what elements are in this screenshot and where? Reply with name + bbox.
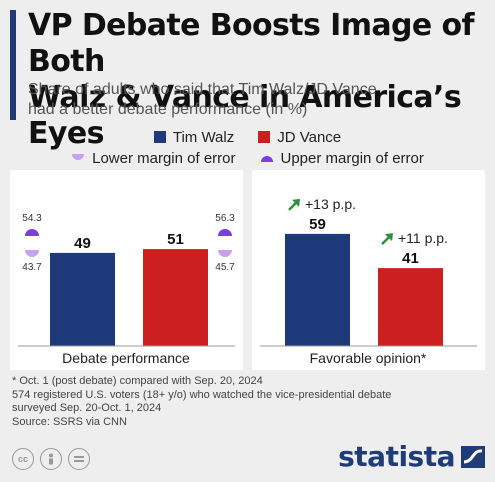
lower-margin-icon <box>72 154 85 160</box>
person-icon[interactable] <box>40 448 62 470</box>
chart-favorable-opinion: 59 +13 p.p. 41 +11 p.p. Favorable opinion* <box>260 196 477 366</box>
footnote-source: Source: SSRS via CNN <box>12 415 127 428</box>
lower-margin-label-vance: 45.7 <box>215 262 235 273</box>
chart-debate-performance: 49 54.3 43.7 51 56.3 45.7 Debate performance <box>18 213 235 366</box>
legend-label-vance: JD Vance <box>277 128 342 146</box>
panel-favorable-opinion: 59 +13 p.p. 41 +11 p.p. Favorable opinion* <box>252 170 485 370</box>
data-label-debate-vance: 51 <box>167 231 184 248</box>
legend-item-upper-margin: Upper margin of error <box>260 150 424 167</box>
subtitle-line-1: Share of adults who said that Tim Walz/J… <box>28 81 377 98</box>
upper-margin-marker-walz <box>25 229 39 236</box>
footnotes: * Oct. 1 (post debate) compared with Sep… <box>12 375 482 429</box>
upper-margin-label-walz: 54.3 <box>22 213 42 224</box>
upper-margin-icon <box>260 156 273 162</box>
page-title: VP Debate Boosts Image of Both Walz & Va… <box>28 8 488 152</box>
change-label-vance: +11 p.p. <box>398 230 448 246</box>
legend-swatch-walz <box>153 131 166 143</box>
statista-wordmark: statista <box>338 440 455 473</box>
change-arrowhead-vance <box>385 233 393 242</box>
legend-margins: Lower margin of error Upper margin of er… <box>0 147 495 169</box>
equals-icon[interactable] <box>68 448 90 470</box>
cc-icon[interactable]: cc <box>12 448 34 470</box>
lower-margin-label-walz: 43.7 <box>22 262 42 273</box>
license-icons: cc <box>12 448 90 470</box>
data-label-favorable-vance: 41 <box>402 250 419 267</box>
bar-debate-vance <box>143 249 208 346</box>
page-subtitle: Share of adults who said that Tim Walz/J… <box>28 80 488 120</box>
lower-margin-marker-walz <box>25 250 39 257</box>
title-accent-bar <box>10 10 16 120</box>
legend-item-walz: Tim Walz <box>153 128 235 146</box>
category-label-favorable: Favorable opinion* <box>310 350 427 366</box>
change-label-walz: +13 p.p. <box>305 196 356 212</box>
upper-margin-label-vance: 56.3 <box>215 213 235 224</box>
subtitle-line-2: had a better debate performance (in %) <box>28 101 308 118</box>
legend-item-vance: JD Vance <box>258 129 341 146</box>
legend-swatch-vance <box>258 131 271 143</box>
legend-label-walz: Tim Walz <box>172 128 235 146</box>
legend-item-lower-margin: Lower margin of error <box>71 149 236 167</box>
footnote-line-3: surveyed Sep. 20-Oct. 1, 2024 <box>12 402 162 414</box>
legend-label-lower-margin: Lower margin of error <box>92 149 236 167</box>
category-label-debate: Debate performance <box>62 350 190 366</box>
data-label-favorable-walz: 59 <box>309 216 326 233</box>
statista-logo[interactable]: statista <box>338 440 485 473</box>
statista-mark-icon <box>461 445 485 468</box>
title-line-2: Walz & Vance in America’s Eyes <box>28 80 462 151</box>
footnote-line-2: 574 registered U.S. voters (18+ y/o) who… <box>12 388 392 401</box>
bar-favorable-vance <box>378 268 443 346</box>
legend-label-upper-margin: Upper margin of error <box>280 149 424 167</box>
panel-debate-performance: 49 54.3 43.7 51 56.3 45.7 Debate performance <box>10 170 243 370</box>
change-arrowhead-walz <box>292 198 300 207</box>
legend-series: Tim Walz JD Vance <box>0 126 495 148</box>
bar-debate-walz <box>50 252 115 346</box>
upper-margin-marker-vance <box>218 229 232 236</box>
lower-margin-marker-vance <box>218 250 232 257</box>
bar-favorable-walz <box>285 233 350 346</box>
data-label-debate-walz: 49 <box>74 235 91 252</box>
footnote-line-1: * Oct. 1 (post debate) compared with Sep… <box>12 375 263 387</box>
title-line-1: VP Debate Boosts Image of Both <box>28 8 475 79</box>
